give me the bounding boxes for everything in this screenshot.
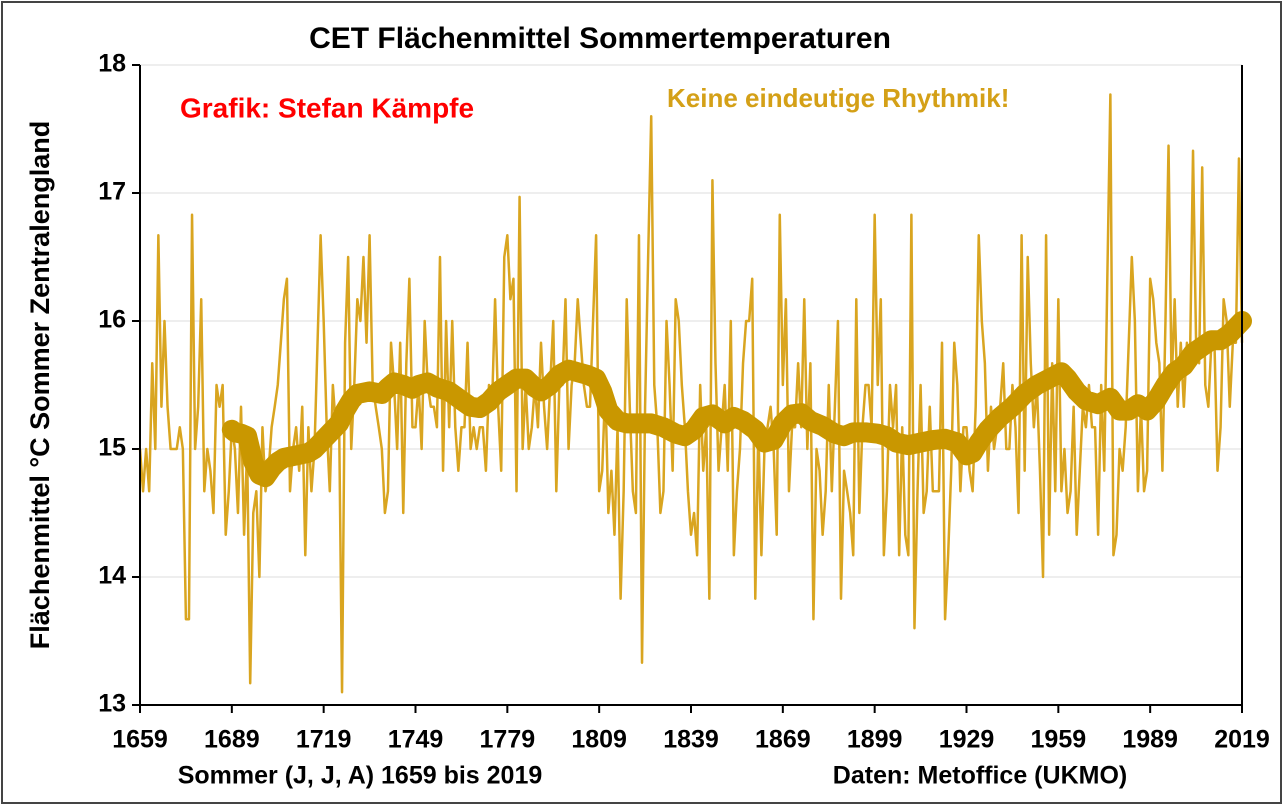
data-line [221,311,1252,488]
annotation: Keine eindeutige Rhythmik! [667,83,1009,113]
y-tick-label: 15 [98,434,126,462]
y-tick-label: 18 [98,50,126,78]
x-tick-label: 1719 [296,726,352,754]
annotation: Grafik: Stefan Kämpfe [180,92,474,123]
x-tick-label: 1809 [571,726,627,754]
x-tick-label: 1659 [112,726,168,754]
data-line [138,93,1244,694]
x-tick-label: 1839 [663,726,719,754]
x-tick-label: 1869 [755,726,811,754]
x-tick-label: 1929 [939,726,995,754]
y-tick-label: 14 [98,562,126,590]
x-tick-label: 1689 [204,726,260,754]
x-tick-label: 1779 [480,726,536,754]
annotation: Daten: Metoffice (UKMO) [833,762,1127,790]
chart-title: CET Flächenmittel Sommertemperaturen [309,22,891,55]
y-axis-label: Flächenmittel °C Sommer Zentralengland [25,121,55,649]
x-tick-label: 1989 [1122,726,1178,754]
x-tick-label: 1899 [847,726,903,754]
y-tick-label: 17 [98,178,126,206]
x-axis-label: Sommer (J, J, A) 1659 bis 2019 [178,762,543,790]
x-tick-label: 2019 [1214,726,1270,754]
x-tick-label: 1959 [1031,726,1087,754]
y-tick-label: 13 [98,690,126,718]
x-tick-label: 1749 [388,726,444,754]
y-tick-label: 16 [98,306,126,334]
